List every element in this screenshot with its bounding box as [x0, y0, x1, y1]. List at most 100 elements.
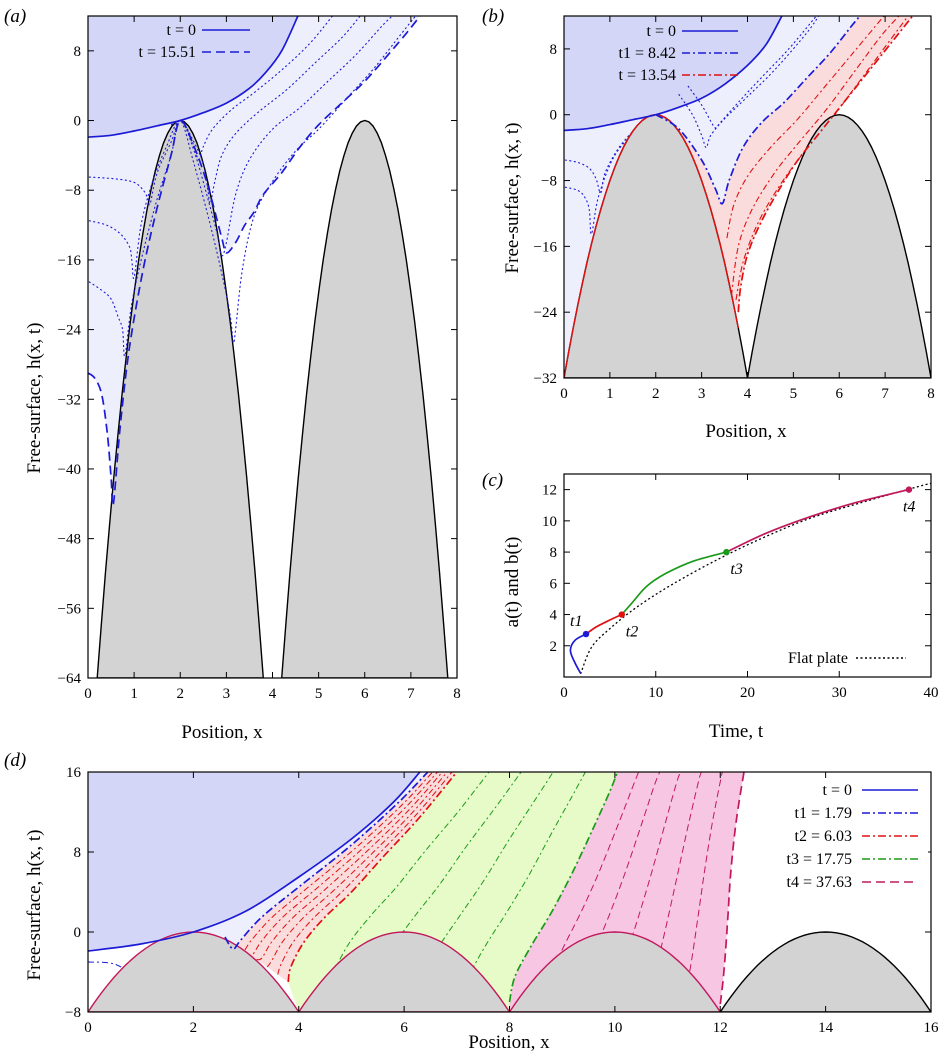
- marker-label-t2: t2: [626, 624, 638, 641]
- marker-t3: [723, 548, 730, 556]
- x-tick-label: 10: [648, 685, 663, 701]
- series-line-2: [287, 772, 458, 983]
- panel-a-plot-area: 0 1 2 3 4 5 6 7 8 8 0 −8 −16 −24 −32 −40 −48 −56 −64 t = 0 t…: [58, 15, 461, 702]
- marker-label-t1: t1: [570, 613, 582, 630]
- legend-label: t4 = 37.63: [787, 874, 852, 891]
- x-tick-label: 4: [744, 386, 752, 402]
- panel-label-d: (d): [4, 750, 26, 771]
- x-tick-label: 0: [560, 685, 568, 701]
- series-line-4: [719, 772, 745, 1005]
- marker-label-t3: t3: [730, 561, 742, 578]
- x-tick-label: 6: [836, 386, 844, 402]
- series-line-1: [655, 16, 861, 205]
- series-line-1: [224, 772, 429, 950]
- x-tick-label: 40: [924, 685, 939, 701]
- x-tick-label: 3: [698, 386, 706, 402]
- y-tick-label: −48: [58, 532, 81, 548]
- series-line-0: [88, 772, 421, 952]
- x-tick-label: 20: [740, 685, 755, 701]
- bump-2: [297, 931, 511, 1012]
- intermediate-line-2: [256, 772, 443, 961]
- y-tick-label: 4: [550, 608, 558, 624]
- series-line-2: [585, 613, 623, 635]
- x-tick-label: 6: [400, 1020, 408, 1036]
- legend-label: t = 13.54: [619, 67, 676, 84]
- legend-label: t2 = 6.03: [795, 828, 852, 845]
- y-tick-label: −8: [541, 174, 557, 190]
- y-tick-label: −8: [65, 183, 81, 199]
- y-tick-label: −24: [534, 305, 558, 321]
- panel-b-xlabel: Position, x: [705, 421, 787, 442]
- y-tick-label: 8: [74, 845, 82, 861]
- series-line-3: [621, 551, 727, 616]
- x-tick-label: 30: [832, 685, 847, 701]
- bump-2: [280, 119, 449, 678]
- series-line-1: [88, 16, 421, 507]
- x-tick-label: 16: [924, 1020, 940, 1036]
- y-tick-label: −8: [65, 1005, 81, 1021]
- fill-evolution-blue: [193, 772, 428, 949]
- series-line-4: [726, 488, 910, 553]
- panel-d-data-layer: [88, 772, 931, 1012]
- panel-label-b: (b): [482, 6, 504, 27]
- y-tick-label: −56: [58, 601, 82, 617]
- y-tick-label: 10: [542, 514, 557, 530]
- fill-above-initial: [564, 16, 782, 131]
- y-tick-label: −64: [58, 671, 82, 687]
- intermediate-red-line-0: [730, 16, 900, 296]
- x-tick-label: 0: [560, 386, 568, 402]
- marker-t2: [618, 611, 626, 618]
- panel-label-c: (c): [482, 470, 503, 491]
- y-tick-label: −16: [58, 253, 82, 269]
- series-line-1: [569, 633, 587, 674]
- legend-label: t1 = 8.42: [619, 45, 676, 62]
- series-line-0: [564, 16, 783, 132]
- y-tick-label: 8: [550, 545, 558, 561]
- y-tick-label: −16: [534, 239, 558, 255]
- x-tick-label: 2: [177, 686, 185, 702]
- y-tick-label: 6: [550, 576, 558, 592]
- panel-d-ylabel: Free-surface, h(x, t): [24, 830, 45, 981]
- panel-c-xlabel: Time, t: [709, 721, 764, 742]
- panel-b: (b) 0 1 2 3 4 5 6 7 8 8 0 −8 −16 −24 −32 t = 0 t1 = 8.42…: [482, 6, 935, 442]
- y-tick-label: 0: [550, 108, 558, 124]
- fill-evolution-red: [655, 16, 913, 313]
- y-tick-label: −40: [58, 462, 81, 478]
- x-tick-label: 1: [130, 686, 138, 702]
- series-line-0: [579, 482, 931, 675]
- panel-label-a: (a): [4, 6, 26, 27]
- x-tick-label: 0: [84, 686, 92, 702]
- x-tick-label: 14: [818, 1020, 834, 1036]
- series-line-3: [508, 772, 619, 1003]
- legend-background: [766, 778, 928, 904]
- x-tick-label: 8: [506, 1020, 514, 1036]
- series-line-3: [88, 16, 393, 279]
- series-line-5: [170, 16, 333, 161]
- x-tick-label: 7: [881, 386, 889, 402]
- panel-a-ylabel: Free-surface, h(x, t): [24, 323, 45, 474]
- x-tick-label: 10: [607, 1020, 622, 1036]
- bump-3: [508, 931, 722, 1012]
- x-tick-label: 2: [190, 1020, 198, 1036]
- panel-d-xlabel: Position, x: [468, 1032, 550, 1053]
- bump-1: [88, 931, 300, 1012]
- bump-4: [719, 931, 931, 1012]
- x-tick-label: 8: [927, 386, 935, 402]
- y-tick-label: 16: [66, 765, 82, 781]
- series-line-0: [88, 16, 299, 138]
- y-tick-label: −32: [534, 371, 557, 387]
- marker-t4: [905, 486, 913, 493]
- x-tick-label: 1: [606, 386, 614, 402]
- legend-label: t3 = 17.75: [787, 851, 852, 868]
- x-tick-label: 4: [295, 1020, 303, 1036]
- intermediate-red-line-2: [726, 16, 886, 239]
- y-tick-label: −32: [58, 392, 81, 408]
- panel-a-data-layer: [88, 16, 449, 678]
- legend-label: t = 0: [647, 23, 676, 40]
- x-tick-label: 12: [713, 1020, 728, 1036]
- x-tick-label: 8: [453, 686, 461, 702]
- intermediate-line-8: [464, 772, 586, 999]
- x-tick-label: 4: [269, 686, 277, 702]
